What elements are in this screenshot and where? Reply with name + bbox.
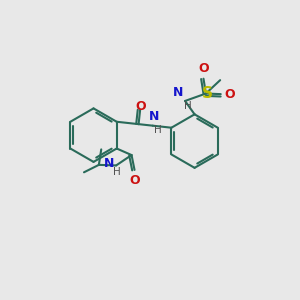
- Text: O: O: [135, 100, 146, 112]
- Text: S: S: [202, 86, 213, 101]
- Text: H: H: [184, 101, 192, 111]
- Text: O: O: [225, 88, 235, 100]
- Text: N: N: [173, 85, 184, 99]
- Text: O: O: [129, 174, 140, 187]
- Text: H: H: [113, 167, 121, 177]
- Text: H: H: [154, 125, 162, 135]
- Text: N: N: [103, 158, 114, 170]
- Text: O: O: [198, 62, 209, 75]
- Text: N: N: [148, 110, 159, 123]
